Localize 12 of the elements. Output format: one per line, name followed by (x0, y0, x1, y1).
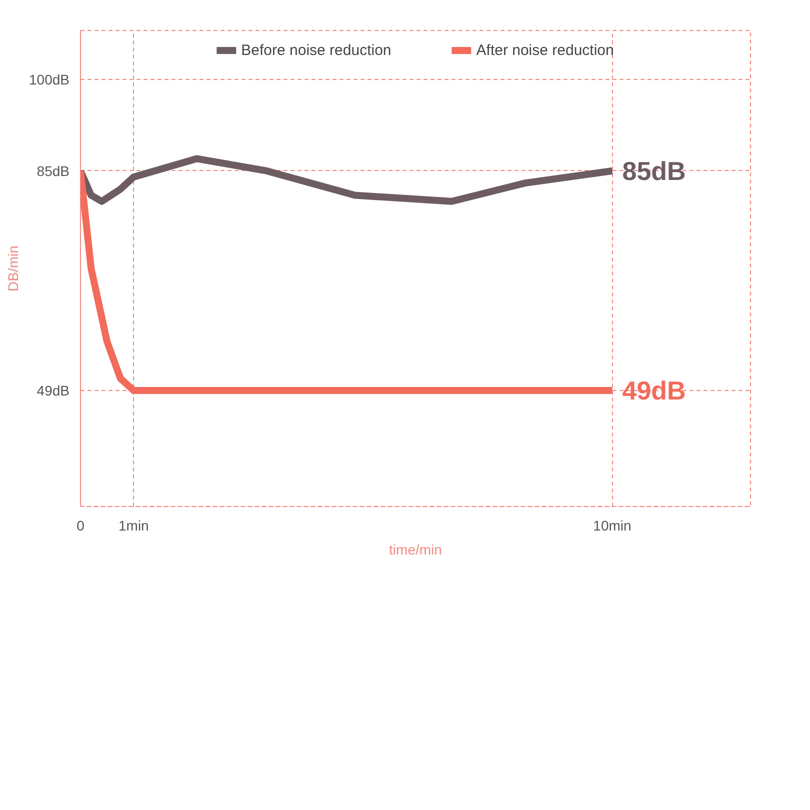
legend-label: After noise reduction (476, 42, 614, 58)
annotation: 85dB (622, 156, 686, 186)
x-tick-label: 0 (76, 518, 85, 534)
x-tick-label: 10min (593, 518, 632, 534)
x-axis-title: time/min (389, 542, 442, 558)
y-axis-title: DB/min (5, 246, 22, 292)
x-tick-label: 1min (118, 518, 149, 534)
y-tick-label: 85dB (36, 162, 70, 179)
y-tick-label: 49dB (36, 382, 70, 399)
y-tick-label: 100dB (29, 71, 70, 88)
legend-label: Before noise reduction (241, 42, 392, 58)
annotation: 49dB (622, 376, 686, 406)
